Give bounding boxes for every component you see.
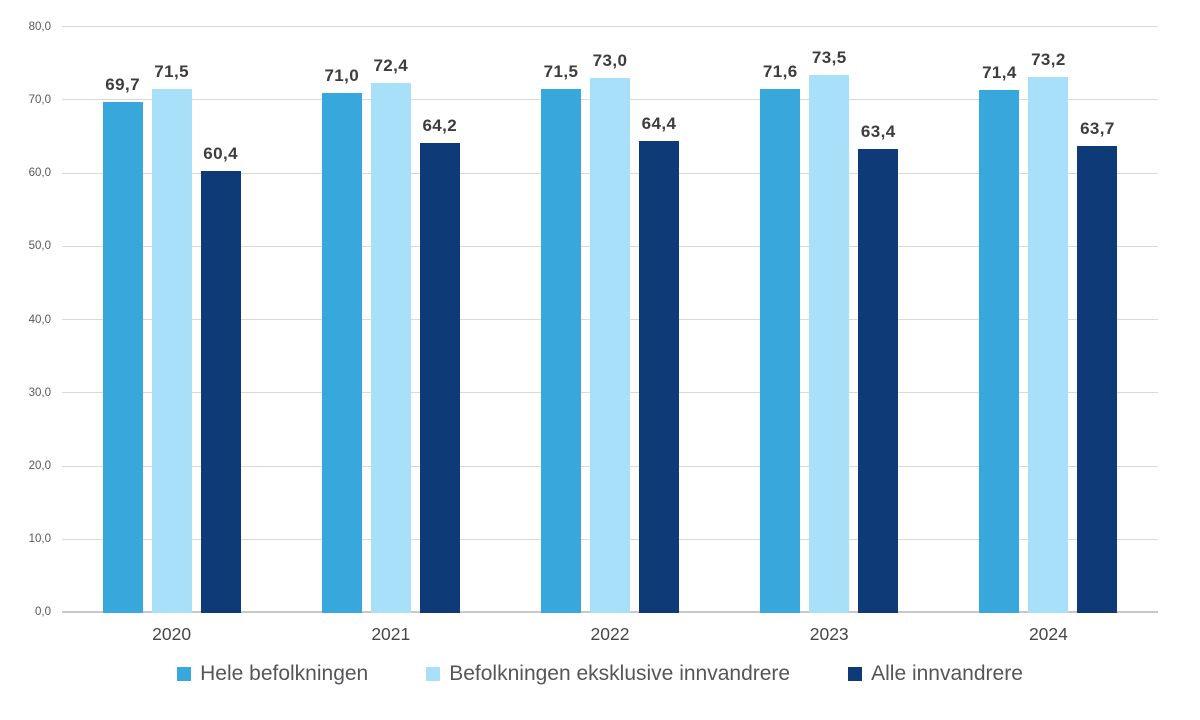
y-axis-tick-label: 70,0 [28, 93, 51, 106]
y-axis-tick-label: 50,0 [28, 240, 51, 253]
bar-value-label: 63,7 [1080, 119, 1115, 139]
bar-value-label: 71,0 [324, 65, 360, 85]
bar-value-label: 73,0 [592, 51, 628, 71]
bar-value-label: 64,4 [641, 114, 677, 134]
bar-2023-series-3: 63,4 [858, 122, 899, 613]
bar-2021-series-2: 72,4 [370, 56, 411, 613]
legend: Hele befolkningen Befolkningen eksklusive… [0, 662, 1200, 686]
bar-2022-series-2: 73,0 [590, 51, 630, 613]
bar-group-2023: 71,6 73,5 63,4 [720, 27, 939, 613]
bar-groups: 69,7 71,5 60,4 71,0 72,4 64,2 71,5 73,0 64,4 71,6… [62, 27, 1158, 613]
bar-value-label: 71,6 [762, 61, 798, 81]
bar-2023-series-2: 73,5 [809, 48, 850, 613]
y-axis-tick-label: 0,0 [35, 606, 51, 618]
legend-label: Hele befolkningen [200, 662, 369, 685]
bar-2020-series-2: 71,5 [151, 62, 192, 613]
y-axis-tick-label: 40,0 [28, 313, 51, 326]
plot-area: 0,0 10,0 20,0 30,0 40,0 50,0 60,0 70,0 80,0 69,7 7… [29, 21, 1158, 618]
bar-value-label: 60,4 [203, 143, 238, 163]
bar-value-label: 71,5 [154, 62, 189, 82]
legend-swatch-icon [426, 667, 441, 681]
bar-group-2020: 69,7 71,5 60,4 [62, 27, 281, 613]
x-axis-label: 2023 [809, 624, 849, 644]
x-axis-label: 2021 [371, 624, 411, 644]
bar-value-label: 73,2 [1031, 49, 1066, 69]
x-axis-label: 2020 [152, 624, 192, 644]
bar-2023-series-1: 71,6 [760, 62, 801, 613]
bar-value-label: 72,4 [373, 55, 409, 75]
x-axis-label: 2024 [1028, 624, 1068, 644]
y-axis-tick-label: 10,0 [28, 533, 51, 546]
legend-label: Alle innvandrere [871, 662, 1023, 685]
bar-value-label: 64,2 [422, 115, 458, 135]
bar-value-label: 71,5 [543, 62, 579, 82]
bar-value-label: 69,7 [105, 75, 140, 95]
bar-2021-series-3: 64,2 [419, 116, 460, 613]
legend-swatch-icon [848, 667, 863, 681]
legend-label: Befolkningen eksklusive innvandrere [449, 662, 791, 685]
y-axis-tick-label: 30,0 [28, 386, 51, 399]
y-axis-tick-label: 80,0 [28, 20, 51, 33]
bar-2024-series-2: 73,2 [1028, 50, 1069, 613]
bar-2022-series-3: 64,4 [639, 114, 679, 613]
y-axis-tick-label: 60,0 [28, 167, 51, 179]
legend-item: Alle innvandrere [848, 662, 1023, 686]
bar-2022-series-1: 71,5 [541, 62, 581, 613]
bar-group-2024: 71,4 73,2 63,7 [939, 27, 1158, 613]
bar-2020-series-1: 69,7 [102, 75, 143, 613]
bar-value-label: 71,4 [982, 63, 1017, 82]
x-axis: 2020 2021 2022 2023 2024 [62, 624, 1158, 645]
x-axis-label: 2022 [590, 624, 630, 644]
legend-item: Hele befolkningen [177, 662, 368, 686]
bar-2020-series-3: 60,4 [200, 144, 241, 613]
bar-group-2021: 71,0 72,4 64,2 [281, 27, 500, 613]
bar-2024-series-3: 63,7 [1077, 119, 1118, 613]
legend-item: Befolkningen eksklusive innvandrere [426, 662, 790, 686]
bar-value-label: 63,4 [860, 121, 896, 141]
bar-2024-series-1: 71,4 [979, 63, 1020, 613]
gridline: 80,0 [29, 21, 1158, 33]
y-axis-tick-label: 20,0 [28, 460, 51, 472]
bar-group-2022: 71,5 73,0 64,4 [500, 27, 719, 613]
bar-2021-series-1: 71,0 [321, 66, 362, 613]
bar-value-label: 73,5 [811, 47, 847, 67]
legend-swatch-icon [177, 667, 192, 681]
